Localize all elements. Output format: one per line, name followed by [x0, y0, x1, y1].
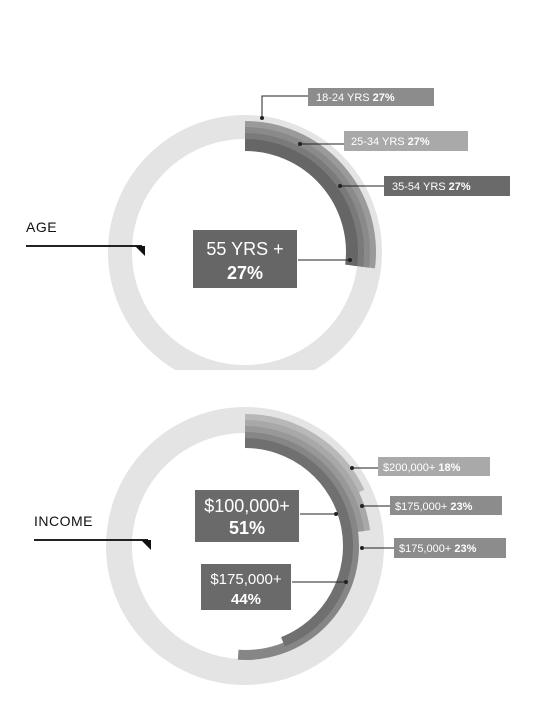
age-center-line2: 27% [227, 263, 263, 283]
income-arc-1 [244, 420, 371, 532]
income-callout-175k-b-label: $175,000+ [399, 543, 451, 555]
income-center-175k-pct: 44% [231, 591, 261, 608]
income-donut [106, 407, 384, 685]
income-callout-200k-label: $200,000+ [383, 462, 435, 474]
income-callout-175k-a: $175,000+ 23% [360, 496, 502, 515]
svg-text:18-24 YRS 27%: 18-24 YRS 27% [316, 92, 395, 104]
svg-text:$175,000+ 23%: $175,000+ 23% [395, 501, 473, 513]
age-callout-25-34: 25-34 YRS 27% [298, 131, 468, 151]
age-arc-3 [244, 139, 358, 267]
age-callout-25-34-label: 25-34 YRS [351, 136, 405, 148]
income-chart: INCOME $200,000+ 18% $175,000+ 23% $175,… [34, 407, 506, 685]
age-callout-18-24: 18-24 YRS 27% [260, 88, 434, 120]
svg-text:$200,000+ 18%: $200,000+ 18% [383, 462, 461, 474]
age-chart: AGE 18-24 YRS 27% 25-34 YRS 27% 35-54 YR… [26, 88, 510, 370]
age-callout-35-54-label: 35-54 YRS [392, 181, 446, 193]
income-callout-175k-a-label: $175,000+ [395, 501, 447, 513]
svg-text:25-34 YRS 27%: 25-34 YRS 27% [351, 136, 430, 148]
income-callout-175k-a-pct: 23% [450, 501, 472, 513]
income-center-100k-pct: 51% [229, 518, 265, 538]
income-center-175k-label: $175,000+ [210, 571, 282, 588]
age-callout-25-34-pct: 27% [408, 136, 430, 148]
age-callout-18-24-pct: 27% [373, 92, 395, 104]
income-arc-0 [244, 414, 365, 495]
income-arc-2 [244, 426, 365, 533]
age-callout-35-54: 35-54 YRS 27% [338, 176, 510, 196]
income-label-notch [141, 540, 151, 550]
age-section-label: AGE [26, 219, 57, 235]
income-arc-4 [244, 438, 353, 647]
age-donut [108, 115, 382, 370]
income-callout-200k-pct: 18% [438, 462, 460, 474]
income-arc-3 [237, 432, 359, 660]
income-section-label: INCOME [34, 513, 93, 529]
svg-text:35-54 YRS 27%: 35-54 YRS 27% [392, 181, 471, 193]
income-center-callout-175k: $175,000+ 44% [201, 564, 348, 610]
income-center-100k-label: $100,000+ [204, 496, 290, 516]
age-center-line1: 55 YRS + [206, 239, 283, 259]
income-center-callout-100k: $100,000+ 51% [195, 490, 338, 542]
age-callout-35-54-pct: 27% [449, 181, 471, 193]
age-center-callout: 55 YRS + 27% [193, 230, 352, 288]
income-callout-175k-b: $175,000+ 23% [360, 538, 506, 558]
age-callout-18-24-label: 18-24 YRS [316, 92, 370, 104]
age-label-notch [135, 246, 145, 256]
income-callout-175k-b-pct: 23% [454, 543, 476, 555]
svg-text:$175,000+ 23%: $175,000+ 23% [399, 543, 477, 555]
income-callout-200k: $200,000+ 18% [350, 457, 490, 476]
